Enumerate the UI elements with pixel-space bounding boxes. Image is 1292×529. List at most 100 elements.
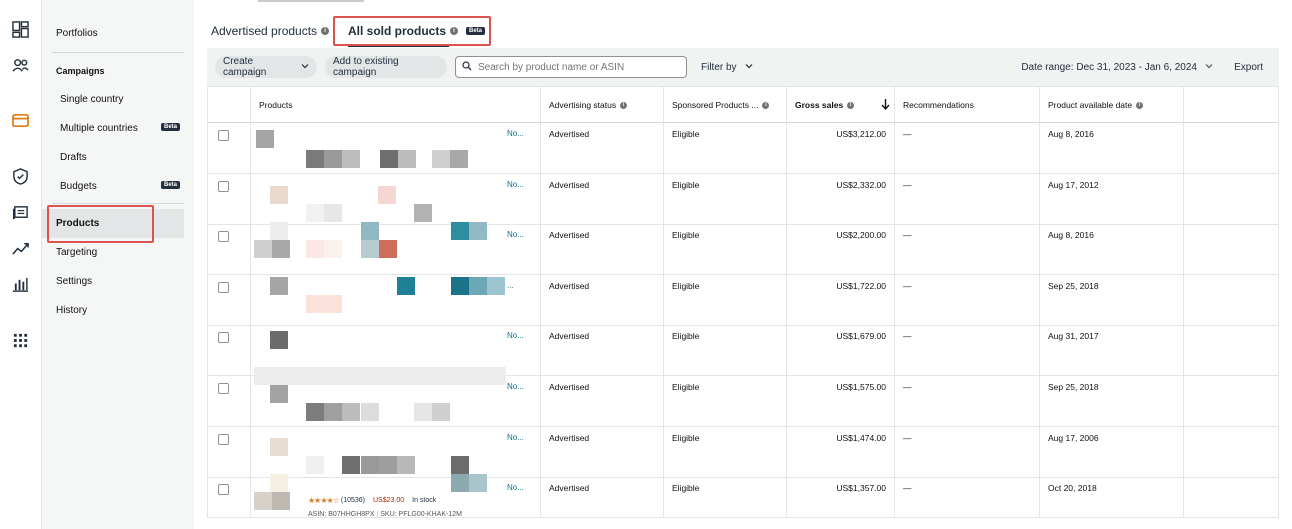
dashboard-icon[interactable]: [11, 20, 29, 38]
product-rating-line: ★★★★☆ (10536) US$23.00 In stock: [308, 496, 436, 505]
header-sponsored-products[interactable]: Sponsored Products ... i: [664, 87, 787, 123]
tab-advertised-products[interactable]: Advertised products i: [211, 24, 330, 38]
add-to-existing-campaign-button[interactable]: Add to existing campaign: [325, 56, 447, 78]
product-search[interactable]: [455, 56, 687, 78]
recommendation-cell: —: [895, 426, 1040, 477]
header-label: Product available date: [1048, 100, 1133, 110]
advertising-status-cell: Advertised: [541, 426, 664, 477]
chevron-down-icon: [301, 62, 309, 73]
header-select: [208, 87, 251, 123]
product-image-pixel: [342, 456, 360, 474]
header-recommendations[interactable]: Recommendations: [895, 87, 1040, 123]
filter-by-dropdown[interactable]: Filter by: [701, 56, 753, 78]
row-checkbox[interactable]: [218, 433, 229, 445]
nav-item-multiple-countries[interactable]: Multiple countries Beta: [42, 114, 184, 143]
product-image-pixel: [398, 150, 416, 168]
export-button[interactable]: Export: [1234, 56, 1263, 78]
people-icon[interactable]: [11, 56, 29, 74]
gross-sales: US$1,357.00: [836, 483, 886, 494]
row-checkbox[interactable]: [218, 180, 229, 192]
row-checkbox[interactable]: [218, 231, 229, 243]
sponsored-eligibility: Eligible: [672, 331, 700, 342]
info-icon[interactable]: i: [450, 27, 459, 35]
recommendation-cell: —: [895, 224, 1040, 275]
product-name-link[interactable]: No...: [507, 483, 524, 493]
product-name-link[interactable]: No...: [507, 179, 524, 189]
select-cell: [208, 426, 251, 477]
products-table: Products Advertising status i Sponsored P…: [207, 86, 1279, 518]
recommendation: —: [903, 483, 912, 494]
nav-section-campaigns[interactable]: Campaigns: [42, 56, 184, 85]
gross-sales-cell: US$1,357.00: [787, 477, 895, 517]
nav-item-products[interactable]: Products: [42, 209, 184, 238]
row-checkbox[interactable]: [218, 281, 229, 293]
header-advertising-status[interactable]: Advertising status i: [541, 87, 664, 123]
header-product-available-date[interactable]: Product available date i: [1040, 87, 1184, 123]
nav-item-targeting[interactable]: Targeting: [42, 238, 184, 267]
info-icon[interactable]: i: [762, 101, 770, 109]
top-scroll-indicator: [258, 0, 364, 2]
trend-icon[interactable]: [11, 239, 29, 257]
nav-label: Targeting: [56, 247, 98, 258]
info-icon[interactable]: i: [1136, 101, 1144, 109]
info-icon[interactable]: i: [847, 101, 855, 109]
nav-item-settings[interactable]: Settings: [42, 267, 184, 296]
product-image-pixel: [342, 150, 360, 168]
product-price: US$23.00: [373, 497, 405, 504]
chevron-down-icon: [1205, 62, 1213, 73]
product-name-link[interactable]: No...: [507, 331, 524, 341]
create-campaign-button[interactable]: Create campaign: [215, 56, 317, 78]
product-name-link[interactable]: No...: [507, 129, 524, 138]
campaign-manager-icon[interactable]: [11, 111, 29, 129]
tab-all-sold-products[interactable]: All sold products i Beta: [348, 24, 486, 38]
product-image-pixel: [270, 385, 288, 403]
recommendation: —: [903, 129, 912, 139]
recommendation-cell: —: [895, 173, 1040, 224]
nav-item-budgets[interactable]: Budgets Beta: [42, 172, 184, 201]
date-range-label: Date range: Dec 31, 2023 - Jan 6, 2024: [1021, 61, 1197, 73]
media-icon[interactable]: [11, 203, 29, 221]
extra-cell: [1184, 275, 1278, 325]
sort-descending-icon[interactable]: [881, 99, 890, 112]
advertising-status: Advertised: [549, 129, 590, 139]
date-range-dropdown[interactable]: Date range: Dec 31, 2023 - Jan 6, 2024: [1021, 56, 1213, 78]
advertising-status-cell: Advertised: [541, 325, 664, 376]
product-name-link[interactable]: No...: [507, 432, 524, 442]
product-image-pixel: [397, 456, 415, 474]
product-image-pixel: [469, 222, 487, 240]
header-products[interactable]: Products: [251, 87, 541, 123]
product-cell: No...: [251, 426, 541, 477]
product-image-pixel: [342, 403, 360, 421]
nav-item-portfolios[interactable]: Portfolios: [42, 19, 184, 48]
search-input[interactable]: [478, 61, 678, 73]
product-image-pixel: [469, 474, 487, 492]
row-checkbox[interactable]: [218, 484, 229, 496]
gross-sales-cell: US$1,575.00: [787, 376, 895, 426]
recommendation: —: [903, 280, 912, 291]
header-gross-sales[interactable]: Gross sales i: [787, 87, 895, 123]
info-icon[interactable]: i: [620, 101, 628, 109]
product-name-link[interactable]: ...: [507, 280, 514, 290]
nav-item-drafts[interactable]: Drafts: [42, 143, 184, 172]
product-image-pixel: [361, 222, 379, 240]
nav-label: Drafts: [60, 152, 87, 163]
row-checkbox[interactable]: [218, 383, 229, 394]
bar-chart-icon[interactable]: [11, 275, 29, 293]
nav-item-history[interactable]: History: [42, 296, 184, 325]
advertising-status-cell: Advertised: [541, 376, 664, 426]
product-name-link[interactable]: No...: [507, 230, 524, 240]
available-date: Oct 20, 2018: [1048, 483, 1097, 494]
apps-grid-icon[interactable]: [11, 331, 29, 349]
rating-count[interactable]: (10536): [340, 497, 365, 504]
nav-item-single-country[interactable]: Single country: [42, 85, 184, 114]
product-name-link[interactable]: No...: [507, 382, 524, 391]
available-date-cell: Aug 17, 2006: [1040, 426, 1184, 477]
product-image-pixel: [361, 403, 379, 421]
shield-icon[interactable]: [11, 167, 29, 185]
row-checkbox[interactable]: [218, 332, 229, 344]
sponsored-eligibility-cell: Eligible: [664, 477, 787, 517]
info-icon[interactable]: i: [321, 27, 330, 35]
sponsored-eligibility-cell: Eligible: [664, 123, 787, 173]
product-image-pixel: [451, 474, 469, 492]
row-checkbox[interactable]: [218, 130, 229, 141]
